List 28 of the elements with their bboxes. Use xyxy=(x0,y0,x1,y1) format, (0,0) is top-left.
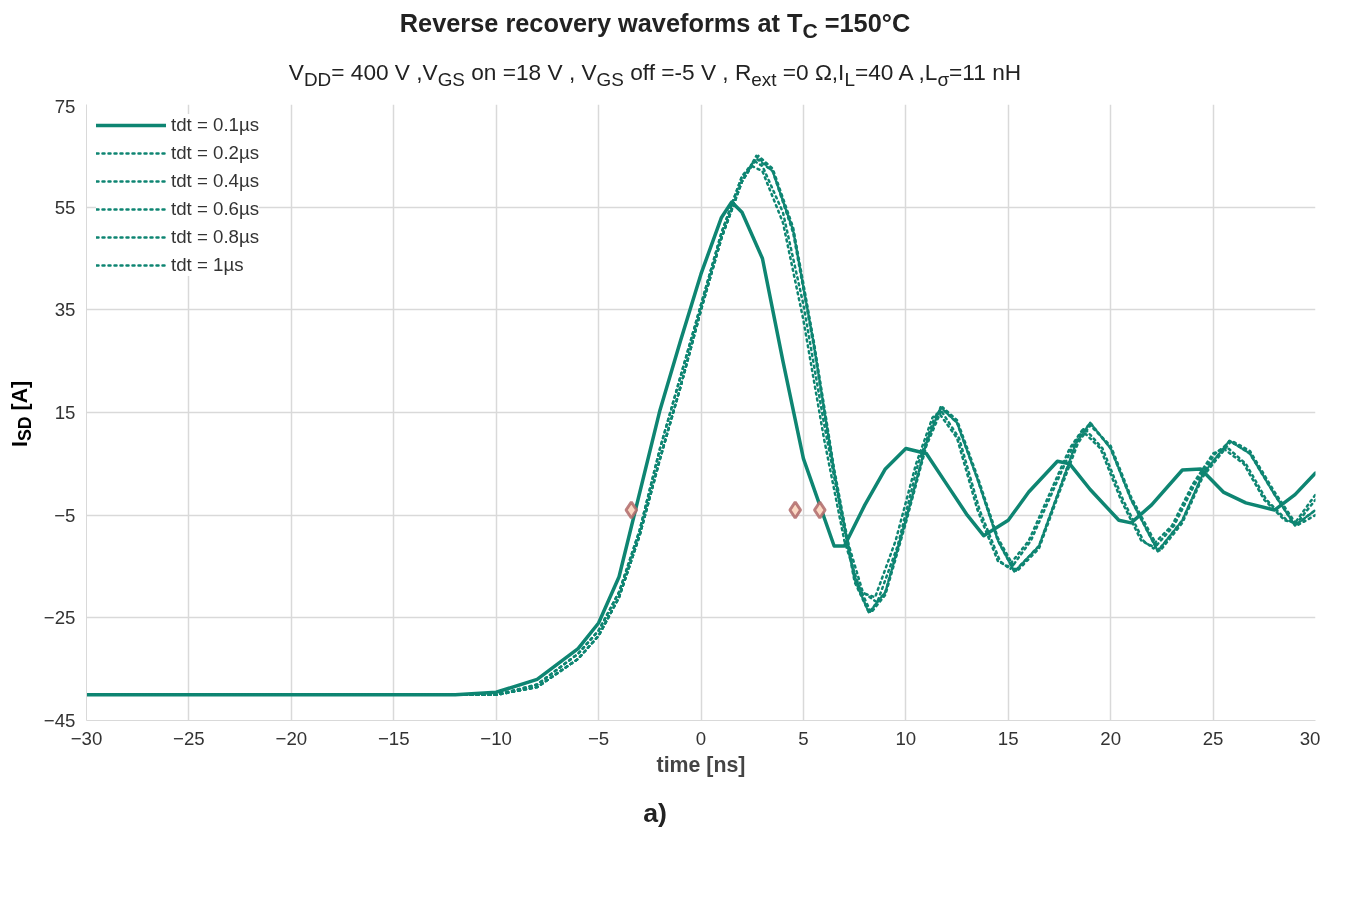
y-tick-label: −25 xyxy=(43,607,76,629)
x-tick-label: −10 xyxy=(480,727,512,749)
legend-label: tdt = 1µs xyxy=(171,253,244,276)
y-tick-label: 15 xyxy=(54,401,76,423)
x-tick-label: 20 xyxy=(1100,727,1122,749)
x-tick-label: 15 xyxy=(997,727,1019,749)
x-tick-label: 30 xyxy=(1299,727,1321,749)
x-tick-label: 5 xyxy=(798,727,809,749)
x-tick-label: 25 xyxy=(1202,727,1224,749)
legend-label: tdt = 0.4µs xyxy=(171,169,260,192)
x-axis-title: time [ns] xyxy=(656,752,746,777)
text: a) xyxy=(642,796,668,830)
legend-label: tdt = 0.6µs xyxy=(171,197,260,220)
x-tick-label: −5 xyxy=(587,727,610,749)
text: V$_{DD}$= 400 V ,V$_{GS}$ on =18 V , V$_{GS}$ off =-5 V , R$_{ext}$ =0 Ω,I$_{L}$=40 A ,L$_{σ}$=11 nH xyxy=(288,59,1022,90)
x-tick-label: −25 xyxy=(173,727,205,749)
legend-label: tdt = 0.2µs xyxy=(171,141,260,164)
x-tick-label: −15 xyxy=(377,727,410,749)
y-tick-label: 35 xyxy=(54,299,76,321)
legend-label: tdt = 0.1µs xyxy=(171,113,260,136)
x-tick-label: 10 xyxy=(895,727,917,749)
x-tick-label: −20 xyxy=(275,727,308,749)
y-tick-label: −5 xyxy=(54,504,76,526)
chart-title: Reverse recovery waveforms at T$_{C}$ =150°C xyxy=(398,8,912,45)
x-tick-label: 0 xyxy=(695,727,707,749)
y-tick-label: 55 xyxy=(54,196,76,218)
y-tick-label: 75 xyxy=(54,95,76,117)
legend-label: tdt = 0.8µs xyxy=(171,225,260,248)
